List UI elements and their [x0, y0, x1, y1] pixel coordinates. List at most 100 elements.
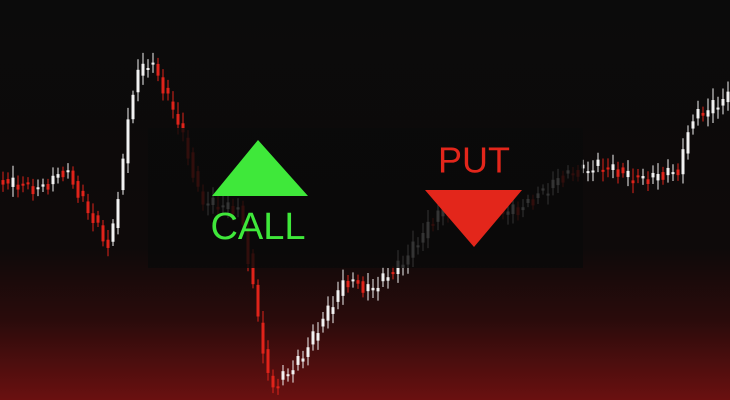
decorative-candle — [81, 190, 85, 197]
decorative-candle — [721, 99, 725, 106]
decorative-candle — [151, 62, 155, 65]
decorative-candle — [336, 290, 340, 302]
decorative-candle — [131, 94, 135, 120]
decorative-candle — [636, 175, 640, 178]
decorative-candle — [51, 175, 55, 185]
put-label: PUT — [438, 140, 510, 181]
decorative-candle — [661, 172, 665, 180]
decorative-candle — [141, 63, 145, 76]
decorative-candle — [346, 280, 350, 288]
decorative-candle — [296, 356, 300, 365]
decorative-candle — [66, 170, 70, 173]
decorative-candle — [16, 184, 20, 190]
decorative-candle — [626, 170, 630, 178]
decorative-candle — [366, 284, 370, 292]
decorative-candle — [136, 69, 140, 93]
decorative-candle — [276, 386, 280, 389]
decorative-candle — [686, 132, 690, 154]
decorative-candle — [641, 176, 645, 179]
decorative-candle — [656, 174, 660, 181]
decorative-candle — [651, 172, 655, 178]
decorative-candle — [36, 187, 40, 190]
decorative-candle — [111, 223, 115, 242]
decorative-candle — [386, 277, 390, 281]
decorative-candle — [676, 169, 680, 176]
decorative-candle — [91, 213, 95, 223]
decorative-candle — [596, 159, 600, 166]
decorative-candle — [616, 169, 620, 177]
decorative-candle — [26, 182, 30, 185]
decorative-candle — [286, 374, 290, 377]
decorative-candle — [391, 272, 395, 275]
decorative-candle — [376, 287, 380, 292]
decorative-candle — [701, 112, 705, 116]
decorative-candle — [271, 375, 275, 388]
decorative-candle — [56, 174, 60, 178]
decorative-candle — [341, 280, 345, 296]
decorative-candle — [46, 184, 50, 190]
decorative-candle — [21, 183, 25, 186]
call-label: CALL — [210, 206, 305, 248]
decorative-candle — [586, 171, 590, 174]
decorative-candle — [306, 347, 310, 357]
decorative-candle — [311, 331, 315, 345]
decorative-candle — [326, 305, 330, 321]
decorative-candle — [1, 180, 5, 185]
decorative-candle — [371, 287, 375, 291]
decorative-candle — [356, 280, 360, 284]
call-arrow — [212, 140, 308, 196]
decorative-candle — [146, 67, 150, 70]
decorative-candle — [106, 239, 110, 248]
decorative-candle — [726, 91, 730, 103]
decorative-candle — [611, 164, 615, 170]
decorative-candle — [11, 177, 15, 187]
decorative-candle — [71, 170, 75, 185]
decorative-candle — [161, 77, 165, 94]
decorative-candle — [621, 167, 625, 174]
decorative-candle — [631, 180, 635, 184]
decorative-candle — [591, 170, 595, 173]
decorative-candle — [716, 107, 720, 110]
decorative-candle — [121, 158, 125, 191]
decorative-candle — [31, 186, 35, 195]
decorative-candle — [291, 370, 295, 375]
decorative-candle — [181, 123, 185, 133]
decorative-candle — [6, 179, 10, 184]
decorative-candle — [351, 279, 355, 282]
decorative-candle — [331, 307, 335, 314]
decorative-candle — [281, 371, 285, 380]
decorative-candle — [166, 87, 170, 94]
decorative-candle — [156, 63, 160, 76]
put-arrow — [425, 190, 522, 247]
decorative-candle — [76, 181, 80, 198]
decorative-candle — [646, 179, 650, 184]
decorative-candle — [171, 101, 175, 110]
decorative-candle — [321, 318, 325, 327]
decorative-candle — [266, 349, 270, 373]
decorative-candle — [61, 170, 65, 178]
decorative-candle — [116, 199, 120, 229]
decorative-candle — [691, 121, 695, 129]
decorative-candle — [696, 109, 700, 119]
decorative-candle — [606, 167, 610, 170]
decorative-candle — [301, 358, 305, 362]
decorative-candle — [126, 119, 130, 164]
decorative-candle — [176, 114, 180, 125]
decorative-candle — [706, 110, 710, 117]
decorative-candle — [666, 167, 670, 176]
decorative-candle — [681, 149, 685, 175]
decorative-candle — [41, 184, 45, 187]
decorative-candle — [711, 100, 715, 114]
decorative-candle — [86, 201, 90, 214]
decorative-candle — [101, 225, 105, 242]
decorative-candle — [261, 322, 265, 354]
decorative-candle — [381, 273, 385, 282]
decorative-candle — [361, 281, 365, 293]
decorative-candle — [601, 169, 605, 172]
decorative-candle — [256, 284, 260, 317]
decorative-candle — [671, 172, 675, 175]
decorative-candle — [316, 333, 320, 341]
decorative-candle — [96, 215, 100, 223]
